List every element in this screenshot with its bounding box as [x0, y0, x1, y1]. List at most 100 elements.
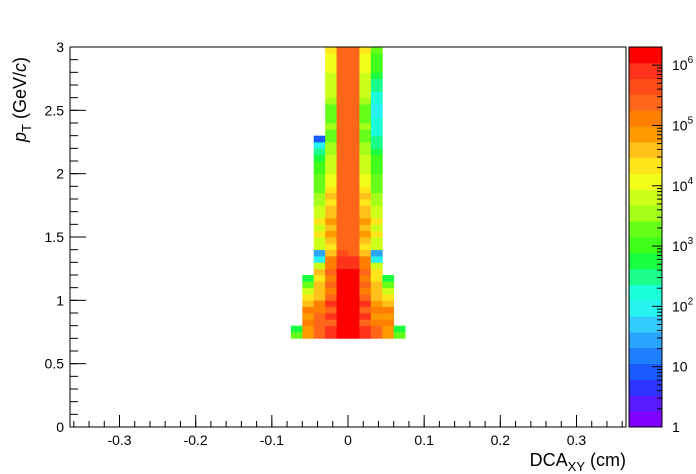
heatmap-cell — [325, 91, 337, 99]
heatmap-cell — [370, 142, 383, 149]
heatmap-cell — [325, 230, 337, 238]
heatmap-cell — [348, 275, 360, 282]
colorbar-swatch — [629, 237, 662, 254]
heatmap-cell — [336, 325, 349, 333]
heatmap-cell — [325, 306, 337, 314]
heatmap-cell — [359, 104, 372, 111]
heatmap-cell — [336, 230, 349, 238]
heatmap-cell — [382, 313, 395, 320]
heatmap-cell — [336, 332, 349, 339]
heatmap-cell — [359, 218, 372, 225]
heatmap-cell — [336, 66, 349, 73]
heatmap-cell — [325, 199, 337, 206]
heatmap-cell — [325, 47, 337, 54]
heatmap-cell — [313, 211, 326, 219]
heatmap-cell — [359, 180, 372, 187]
heatmap-cell — [325, 224, 337, 232]
heatmap-cell — [370, 186, 383, 194]
heatmap-cell — [348, 332, 360, 339]
heatmap-cell — [359, 173, 372, 181]
heatmap-cell — [325, 142, 337, 149]
heatmap-cell — [336, 72, 349, 80]
heatmap-cell — [348, 97, 360, 105]
heatmap-cell — [313, 230, 326, 238]
heatmap-cell — [359, 66, 372, 73]
heatmap-cell — [348, 91, 360, 99]
heatmap-cell — [359, 325, 372, 333]
colorbar-swatch — [629, 252, 662, 270]
colorbar-swatch — [629, 47, 662, 64]
heatmap-cell — [359, 97, 372, 105]
heatmap-cell — [348, 110, 360, 118]
heatmap-cell — [313, 319, 326, 327]
heatmap-cell — [348, 256, 360, 263]
heatmap-cell — [370, 123, 383, 130]
heatmap-cell — [336, 287, 349, 295]
heatmap-cell — [313, 180, 326, 187]
heatmap-cell — [359, 300, 372, 308]
heatmap-cell — [370, 53, 383, 61]
heatmap-cell — [348, 281, 360, 289]
heatmap-cell — [336, 85, 349, 92]
heatmap-cell — [313, 154, 326, 162]
heatmap-cell — [313, 192, 326, 200]
heatmap-cell — [359, 110, 372, 118]
heatmap-cell — [325, 110, 337, 118]
heatmap-cell — [325, 66, 337, 73]
heatmap-cell — [336, 319, 349, 327]
heatmap-cell — [348, 294, 360, 301]
heatmap-cell — [348, 237, 360, 244]
heatmap-cell — [325, 78, 337, 86]
heatmap-cell — [325, 281, 337, 289]
colorbar-tick-label: 105 — [672, 115, 694, 133]
heatmap-cell — [290, 332, 303, 339]
heatmap-cell — [313, 142, 326, 149]
heatmap-cell — [348, 300, 360, 308]
colorbar-frame — [628, 46, 663, 428]
heatmap-cell — [325, 161, 337, 168]
heatmap-cell — [359, 287, 372, 295]
heatmap-cell — [359, 78, 372, 86]
heatmap-cell — [370, 180, 383, 187]
heatmap-cell — [336, 116, 349, 124]
heatmap-cell — [325, 180, 337, 187]
heatmap-cell — [370, 237, 383, 244]
heatmap-cell — [325, 332, 337, 339]
heatmap-cell — [370, 325, 383, 333]
colorbar-swatch — [629, 363, 662, 380]
heatmap-cell — [359, 275, 372, 282]
heatmap-cell — [325, 85, 337, 92]
heatmap-cell — [302, 332, 315, 339]
heatmap-cell — [313, 173, 326, 181]
x-tick-label: 0.2 — [491, 432, 511, 448]
heatmap-cell — [393, 325, 406, 333]
heatmap-cell — [359, 249, 372, 257]
heatmap-cell — [359, 129, 372, 137]
heatmap-cell — [336, 211, 349, 219]
heatmap-cell — [336, 294, 349, 301]
heatmap-cell — [359, 262, 372, 270]
heatmap-cell — [348, 142, 360, 149]
heatmap-cell — [336, 53, 349, 61]
heatmap-cell — [336, 167, 349, 175]
heatmap-cell — [313, 218, 326, 225]
heatmap-cell — [348, 148, 360, 156]
heatmap-cell — [336, 154, 349, 162]
heatmap-cell — [302, 287, 315, 295]
heatmap-cell — [302, 306, 315, 314]
heatmap-cell — [348, 47, 360, 54]
heatmap-cell — [348, 72, 360, 80]
heatmap-cell — [359, 224, 372, 232]
heatmap-cell — [359, 167, 372, 175]
heatmap-cell — [348, 123, 360, 130]
colorbar-swatch — [629, 284, 662, 301]
heatmap-cell — [325, 205, 337, 213]
heatmap-cell — [313, 325, 326, 333]
heatmap-cell — [348, 192, 360, 200]
colorbar-tick-label: 106 — [672, 55, 694, 73]
heatmap-cell — [325, 97, 337, 105]
y-tick-label: 1.5 — [45, 229, 65, 245]
heatmap-cell — [348, 287, 360, 295]
colorbar-swatch — [629, 205, 662, 222]
